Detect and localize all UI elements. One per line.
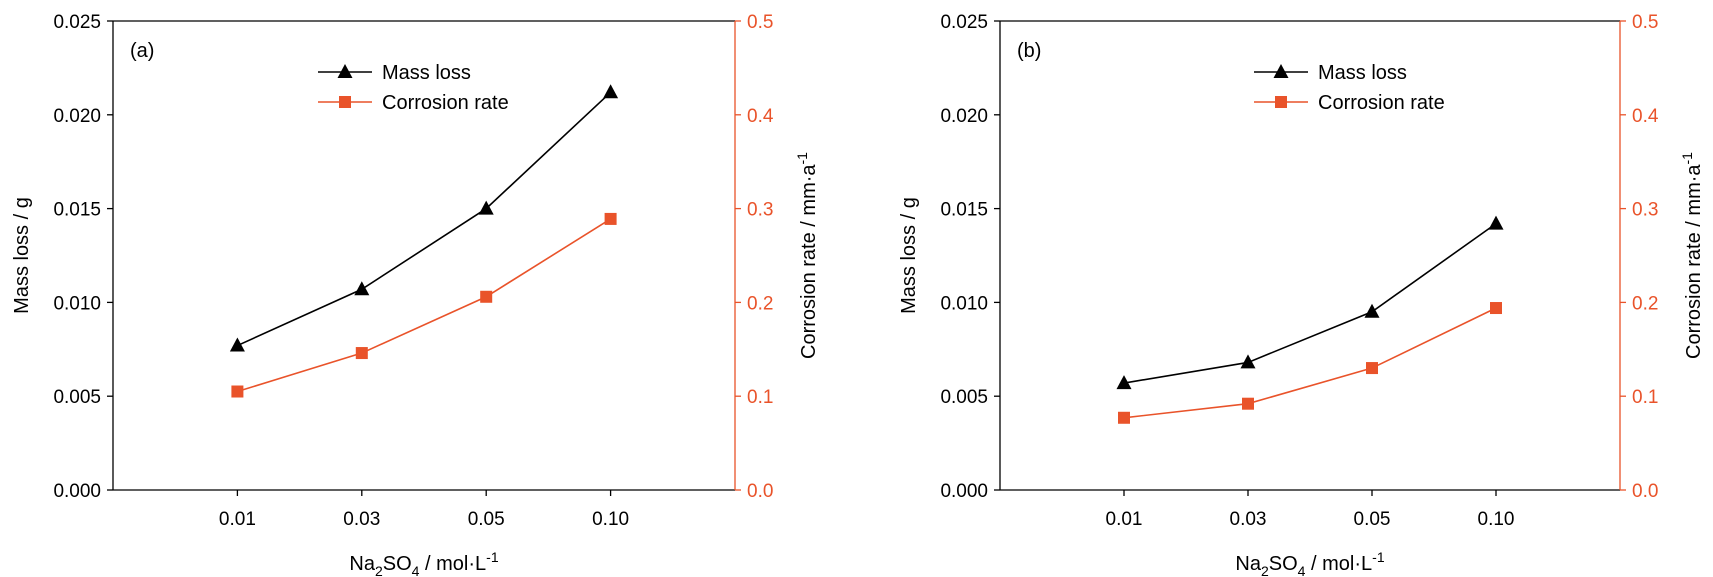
left-tick-label: 0.000: [940, 481, 988, 502]
corrosion-rate-point: [355, 347, 368, 360]
left-tick-label: 0.015: [940, 200, 988, 221]
x-tick-label: 0.05: [468, 509, 505, 530]
legend-corrosion-rate-label: Corrosion rate: [382, 92, 509, 114]
right-tick-label: 0.2: [1632, 293, 1658, 314]
x-tick-label: 0.05: [1354, 509, 1391, 530]
mass-loss-point: [1488, 215, 1504, 230]
corrosion-rate-point: [604, 212, 617, 225]
corrosion-rate-point: [480, 290, 493, 303]
corrosion-rate-point: [231, 385, 244, 398]
x-tick-label: 0.03: [343, 509, 380, 530]
right-tick-label: 0.4: [747, 106, 774, 127]
chart-panel-a: 0.000 0.005 0.010 0.015 0.020 0.025 0.0 0.1 0.2 0…: [11, 12, 820, 577]
right-tick-label: 0.0: [1632, 481, 1658, 502]
x-tick-label: 0.10: [592, 509, 629, 530]
legend-corrosion-rate-label: Corrosion rate: [1318, 92, 1445, 114]
legend-corrosion-rate-marker: [339, 96, 351, 108]
left-axis-title: Mass loss / g: [11, 197, 33, 314]
x-tick-label: 0.01: [1106, 509, 1143, 530]
mass-loss-line: [237, 91, 612, 347]
legend-corrosion-rate-marker: [1275, 96, 1287, 108]
chart-panel-b: 0.000 0.005 0.010 0.015 0.020 0.025 0.0 0.1 0.2 0…: [898, 12, 1705, 577]
mass-loss-point: [603, 84, 619, 99]
panel-label: (b): [1017, 40, 1041, 62]
right-tick-label: 0.3: [1632, 200, 1658, 221]
right-tick-label: 0.5: [1632, 12, 1658, 33]
left-tick-label: 0.020: [940, 106, 988, 127]
legend-mass-loss-label: Mass loss: [1318, 62, 1407, 84]
left-tick-label: 0.015: [53, 200, 101, 221]
corrosion-rate-point: [1366, 362, 1378, 375]
right-axis-title: Corrosion rate / mm·a-1: [1679, 152, 1705, 359]
left-tick-label: 0.010: [940, 293, 988, 314]
left-tick-label: 0.000: [53, 481, 101, 502]
corrosion-rate-point: [1242, 397, 1254, 410]
legend-mass-loss-marker: [1273, 64, 1289, 78]
panel-label: (a): [130, 40, 154, 62]
legend-mass-loss-label: Mass loss: [382, 62, 471, 84]
right-tick-label: 0.5: [747, 12, 773, 33]
right-tick-label: 0.2: [747, 293, 773, 314]
mass-loss-point: [229, 337, 245, 352]
corrosion-rate-point: [1118, 411, 1130, 424]
corrosion-rate-line: [237, 218, 612, 393]
left-tick-label: 0.025: [53, 12, 101, 33]
x-tick-label: 0.10: [1478, 509, 1515, 530]
mass-loss-line: [1123, 222, 1497, 384]
legend-mass-loss-marker: [337, 64, 353, 78]
mass-loss-point: [1240, 354, 1256, 369]
right-axis-title: Corrosion rate / mm·a-1: [794, 152, 820, 359]
right-tick-label: 0.0: [747, 481, 773, 502]
x-axis-title: Na2SO4 / mol·L-1: [1235, 549, 1384, 577]
right-tick-label: 0.1: [1632, 387, 1658, 408]
mass-loss-point: [478, 200, 494, 215]
x-tick-label: 0.03: [1230, 509, 1267, 530]
mass-loss-point: [1364, 303, 1380, 318]
right-tick-label: 0.3: [747, 200, 773, 221]
right-tick-label: 0.4: [1632, 106, 1659, 127]
x-axis-title: Na2SO4 / mol·L-1: [349, 549, 498, 577]
right-tick-label: 0.1: [747, 387, 773, 408]
corrosion-rate-point: [1490, 302, 1502, 315]
left-tick-label: 0.020: [53, 106, 101, 127]
left-tick-label: 0.005: [53, 387, 101, 408]
mass-loss-point: [354, 281, 370, 296]
left-tick-label: 0.010: [53, 293, 101, 314]
left-axis-title: Mass loss / g: [898, 197, 920, 314]
mass-loss-point: [1116, 375, 1132, 390]
x-tick-label: 0.01: [219, 509, 256, 530]
left-tick-label: 0.025: [940, 12, 988, 33]
corrosion-rate-line: [1123, 307, 1497, 419]
left-tick-label: 0.005: [940, 387, 988, 408]
